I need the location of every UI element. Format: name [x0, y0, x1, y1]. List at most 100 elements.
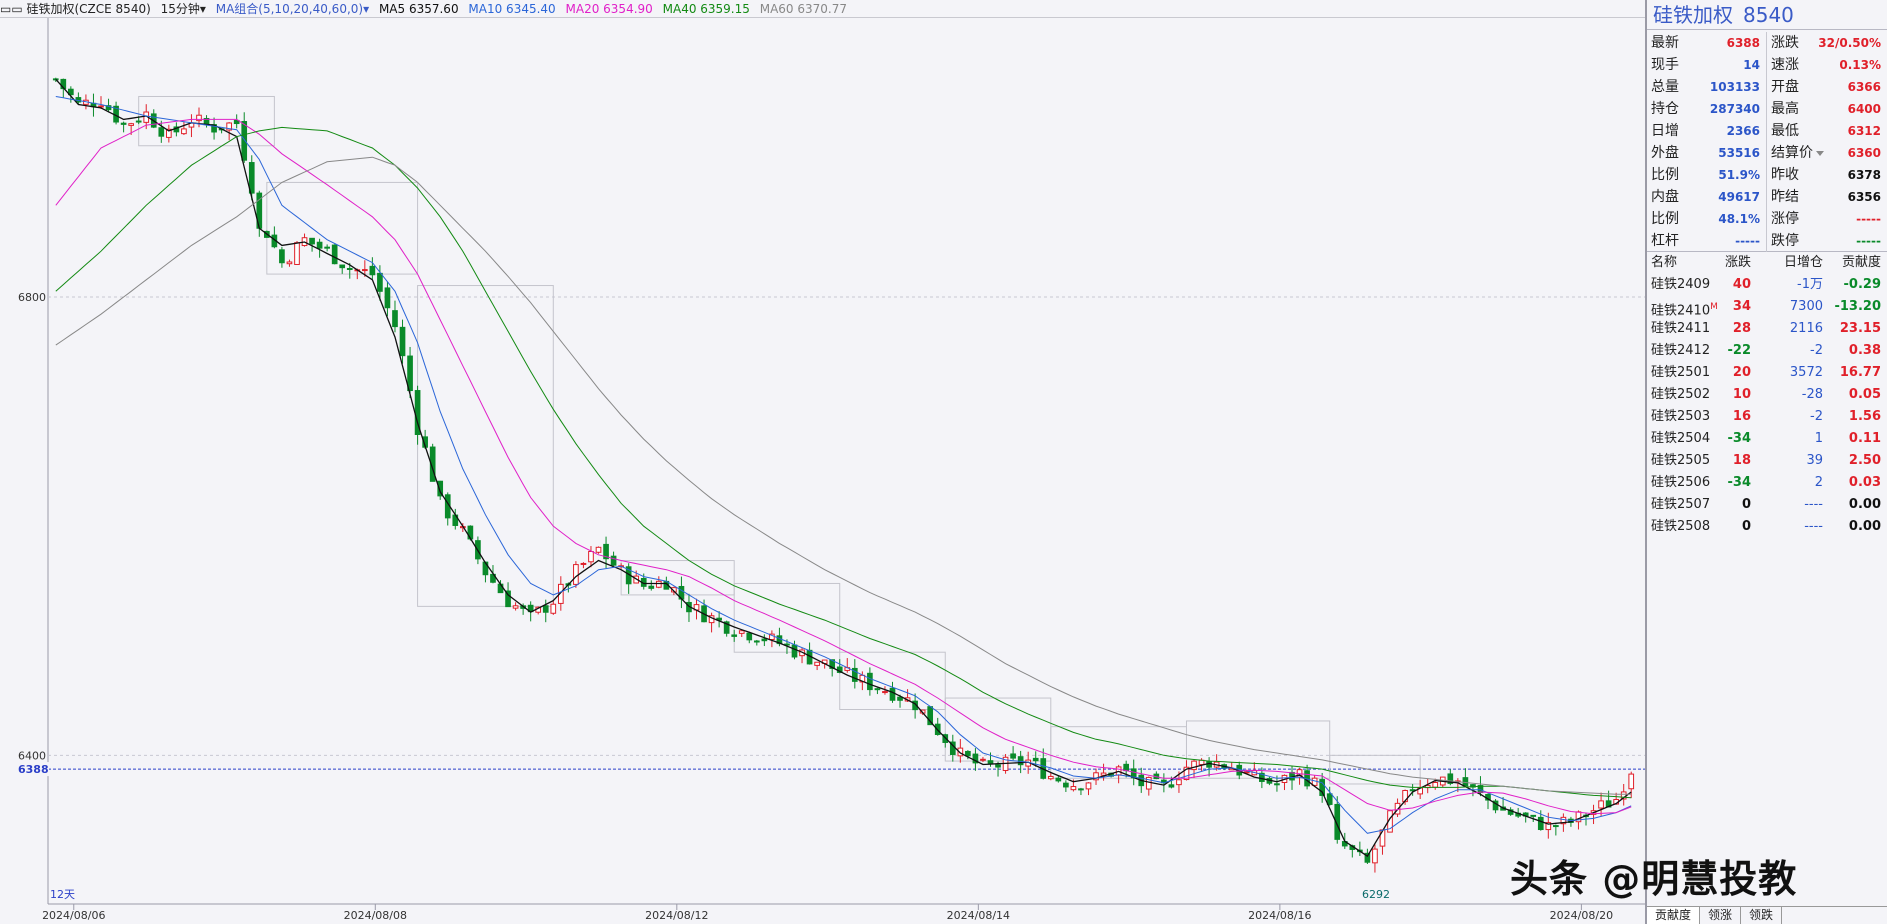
candle[interactable]: [1191, 759, 1197, 779]
candle[interactable]: [814, 661, 820, 671]
contract-oi-change: -2: [1810, 409, 1823, 424]
candle[interactable]: [746, 631, 753, 644]
candle[interactable]: [1319, 772, 1326, 803]
candle[interactable]: [655, 576, 662, 589]
candle[interactable]: [738, 629, 745, 637]
candle[interactable]: [98, 96, 104, 109]
candle[interactable]: [369, 257, 376, 280]
contract-row[interactable]: 硅铁2409 40 -1万 -0.29: [1647, 274, 1887, 296]
candle[interactable]: [573, 561, 579, 588]
candle[interactable]: [316, 238, 323, 258]
candle[interactable]: [399, 319, 406, 364]
candle[interactable]: [761, 634, 768, 647]
contract-row[interactable]: 硅铁2412 -22 -2 0.38: [1647, 340, 1887, 362]
candle[interactable]: [912, 693, 918, 719]
candle[interactable]: [1553, 824, 1559, 836]
candle[interactable]: [309, 237, 315, 252]
contract-row[interactable]: 硅铁2508 0 ---- 0.00: [1647, 516, 1887, 538]
instrument-title[interactable]: ▭▭ 硅铁加权(CZCE 8540): [0, 2, 151, 16]
candle[interactable]: [882, 686, 888, 695]
tab-contribution[interactable]: 贡献度: [1647, 907, 1701, 924]
contract-row[interactable]: 硅铁2501 20 3572 16.77: [1647, 362, 1887, 384]
quote-label: 外盘: [1651, 145, 1679, 161]
candle[interactable]: [339, 264, 346, 274]
candle[interactable]: [166, 124, 172, 143]
header-open-interest[interactable]: 日增仓: [1783, 255, 1823, 270]
candle[interactable]: [377, 265, 383, 301]
ma-group-selector[interactable]: MA组合(5,10,20,40,60,0)▾: [215, 2, 370, 16]
candle[interactable]: [867, 667, 873, 696]
candle[interactable]: [512, 602, 519, 611]
candle-up-body: [294, 242, 300, 265]
candle[interactable]: [286, 259, 293, 267]
candle[interactable]: [1372, 844, 1378, 873]
candle[interactable]: [181, 121, 187, 136]
candle[interactable]: [1078, 787, 1084, 796]
candle[interactable]: [105, 98, 112, 113]
candle[interactable]: [851, 659, 858, 689]
candle[interactable]: [1326, 786, 1333, 806]
candle[interactable]: [384, 281, 391, 317]
candle[interactable]: [68, 86, 74, 103]
quote-label: 现手: [1651, 57, 1679, 73]
candle[interactable]: [294, 240, 300, 265]
contract-row[interactable]: 硅铁2504 -34 1 0.11: [1647, 428, 1887, 450]
candle[interactable]: [980, 756, 986, 762]
tab-top-gainers[interactable]: 领涨: [1700, 907, 1742, 924]
header-name[interactable]: 名称: [1651, 255, 1678, 270]
candle[interactable]: [120, 121, 127, 133]
contract-row[interactable]: 硅铁2502 10 -28 0.05: [1647, 384, 1887, 406]
candle[interactable]: [248, 155, 255, 201]
candle[interactable]: [716, 611, 722, 628]
candle[interactable]: [1010, 746, 1016, 761]
candle[interactable]: [1063, 780, 1069, 792]
candle[interactable]: [1628, 771, 1635, 799]
candle[interactable]: [972, 748, 979, 771]
candle-up-body: [98, 105, 104, 108]
candle[interactable]: [158, 120, 165, 143]
tab-top-losers[interactable]: 领跌: [1741, 907, 1783, 924]
contract-row[interactable]: 硅铁2506 -34 2 0.03: [1647, 472, 1887, 494]
candle[interactable]: [331, 244, 338, 265]
contract-row[interactable]: 硅铁2411 28 2116 23.15: [1647, 318, 1887, 340]
contract-row[interactable]: 硅铁2507 0 ---- 0.00: [1647, 494, 1887, 516]
candle[interactable]: [1100, 763, 1107, 781]
kline-chart-area[interactable]: 6800 6400 6388 6292 12天 2024/08/06 2024/08/08 2…: [0, 18, 1645, 924]
candle[interactable]: [324, 244, 330, 252]
candle[interactable]: [1055, 775, 1062, 783]
period-selector[interactable]: 15分钟▾: [160, 2, 206, 16]
settlement-dropdown-icon[interactable]: [1816, 151, 1824, 156]
candle[interactable]: [1183, 760, 1190, 781]
candle[interactable]: [226, 122, 232, 141]
candle[interactable]: [542, 599, 549, 623]
candle[interactable]: [648, 580, 655, 591]
candle[interactable]: [279, 246, 285, 268]
candle[interactable]: [1093, 768, 1099, 785]
contract-row[interactable]: 硅铁2503 16 -2 1.56: [1647, 406, 1887, 428]
contract-row[interactable]: 硅铁2505 18 39 2.50: [1647, 450, 1887, 472]
candle[interactable]: [1598, 792, 1604, 816]
candle[interactable]: [392, 300, 398, 333]
candle[interactable]: [1047, 772, 1054, 781]
candle[interactable]: [407, 346, 413, 398]
contract-name-cell: 硅铁2504: [1651, 428, 1710, 450]
candle[interactable]: [753, 639, 760, 646]
header-contribution[interactable]: 贡献度: [1841, 255, 1881, 270]
candle[interactable]: [550, 600, 557, 615]
candle[interactable]: [595, 546, 602, 554]
candle[interactable]: [874, 687, 881, 695]
candle[interactable]: [897, 694, 903, 708]
candle[interactable]: [731, 629, 738, 642]
candle[interactable]: [241, 112, 248, 163]
candle[interactable]: [233, 114, 240, 129]
candle[interactable]: [957, 739, 964, 763]
candle[interactable]: [1334, 796, 1341, 844]
candle[interactable]: [429, 443, 436, 482]
candle[interactable]: [965, 750, 971, 760]
candle[interactable]: [580, 562, 587, 569]
contract-contribution: 23.15: [1839, 321, 1881, 336]
candle[interactable]: [1085, 782, 1092, 796]
contract-row[interactable]: 硅铁2410M 34 7300 -13.20: [1647, 296, 1887, 318]
header-change[interactable]: 涨跌: [1724, 255, 1751, 270]
